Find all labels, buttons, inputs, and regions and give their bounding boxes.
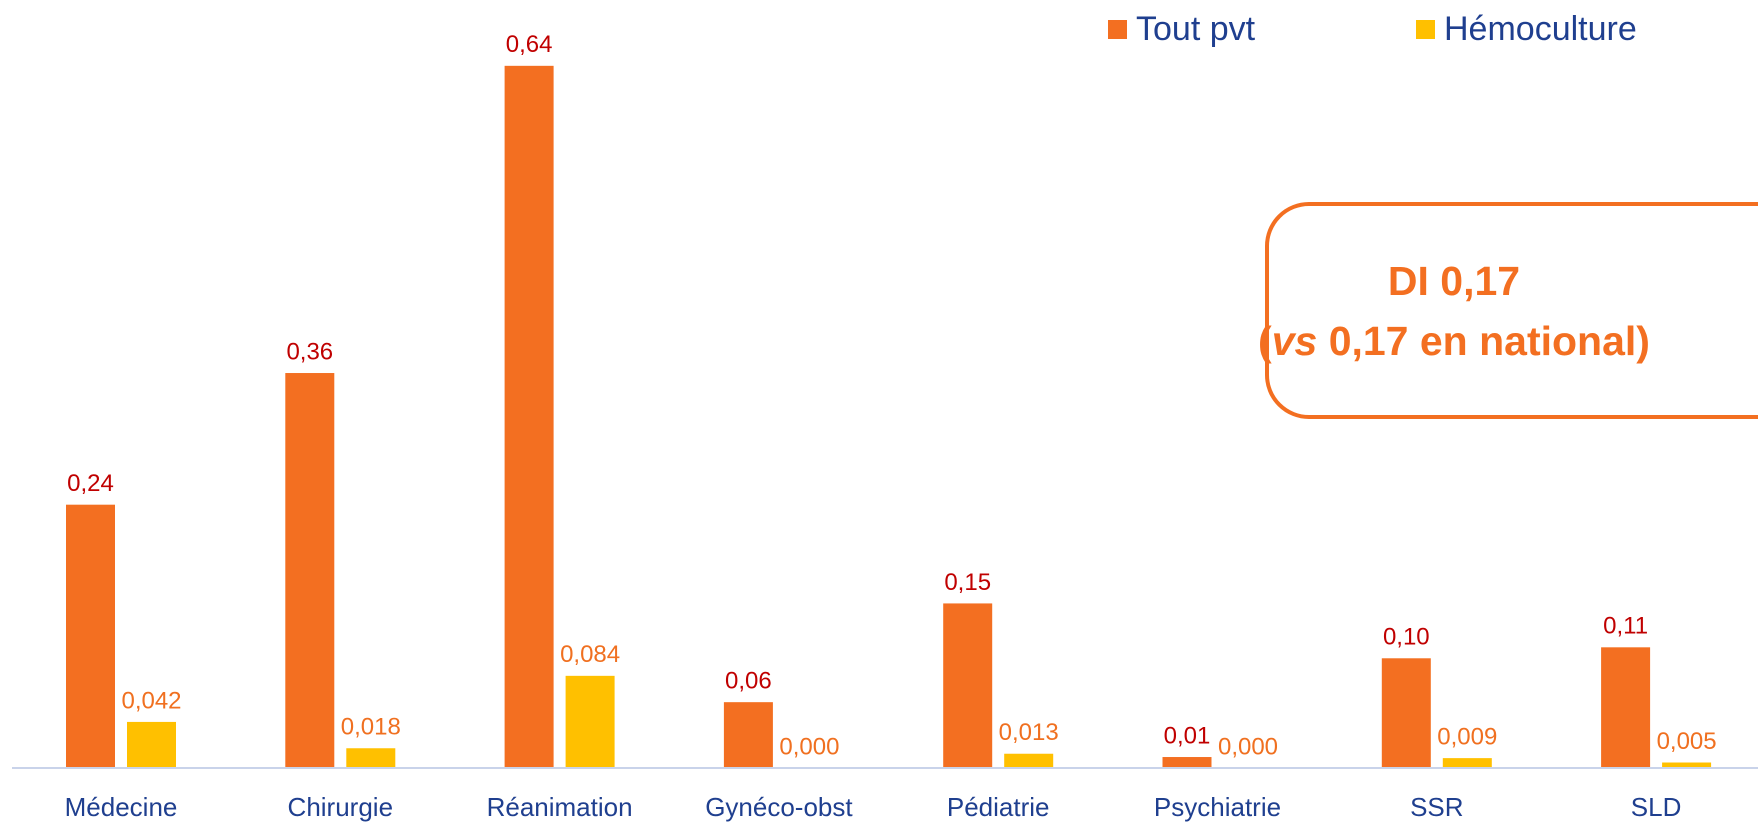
value-label: 0,15 [944, 569, 991, 596]
bar [1381, 658, 1431, 768]
bar [1162, 757, 1212, 768]
legend-label: Hémoculture [1444, 10, 1637, 48]
x-tick-label: SSR [1410, 792, 1463, 822]
value-label: 0,01 [1164, 722, 1211, 749]
annotation-title: DI 0,17 [1388, 258, 1520, 304]
value-label: 0,06 [725, 668, 772, 695]
value-label: 0,005 [1657, 728, 1717, 755]
value-label: 0,013 [999, 719, 1059, 746]
x-tick-label: Pédiatrie [947, 792, 1050, 822]
value-label: 0,000 [1218, 733, 1278, 760]
x-tick-label: Chirurgie [288, 792, 394, 822]
x-tick-label: Réanimation [487, 792, 633, 822]
annotation-text-part: 0,17 en national) [1317, 318, 1650, 364]
x-tick-label: Médecine [65, 792, 178, 822]
legend-label: Tout pvt [1136, 10, 1256, 48]
bar [723, 702, 773, 768]
bar [565, 675, 615, 768]
annotation-subtitle: (vs 0,17 en national) [1258, 318, 1650, 364]
bar [1601, 647, 1651, 768]
legend-swatch [1108, 20, 1127, 39]
value-label: 0,64 [506, 31, 553, 58]
annotation-text-part: vs [1272, 318, 1318, 364]
bar [943, 603, 993, 768]
bar [1662, 762, 1712, 768]
value-label: 0,24 [67, 470, 114, 497]
x-tick-label: Gynéco-obst [705, 792, 853, 822]
annotation-text-part: ( [1258, 318, 1272, 364]
bar [504, 65, 554, 769]
bar [66, 504, 115, 768]
annotation-box [1265, 202, 1758, 419]
value-label: 0,36 [286, 338, 333, 365]
value-label: 0,000 [779, 733, 839, 760]
x-tick-label: Psychiatrie [1154, 792, 1281, 822]
bar [1004, 753, 1054, 768]
value-label: 0,11 [1603, 613, 1648, 640]
x-tick-label: SLD [1631, 792, 1682, 822]
bar [285, 373, 335, 768]
bar [1442, 758, 1492, 768]
value-label: 0,084 [560, 641, 620, 668]
value-label: 0,10 [1383, 624, 1430, 651]
value-label: 0,018 [341, 714, 401, 741]
value-label: 0,009 [1437, 723, 1497, 750]
value-label: 0,042 [121, 687, 181, 714]
bar [346, 748, 396, 768]
legend-swatch [1416, 20, 1435, 39]
bar [127, 721, 176, 768]
